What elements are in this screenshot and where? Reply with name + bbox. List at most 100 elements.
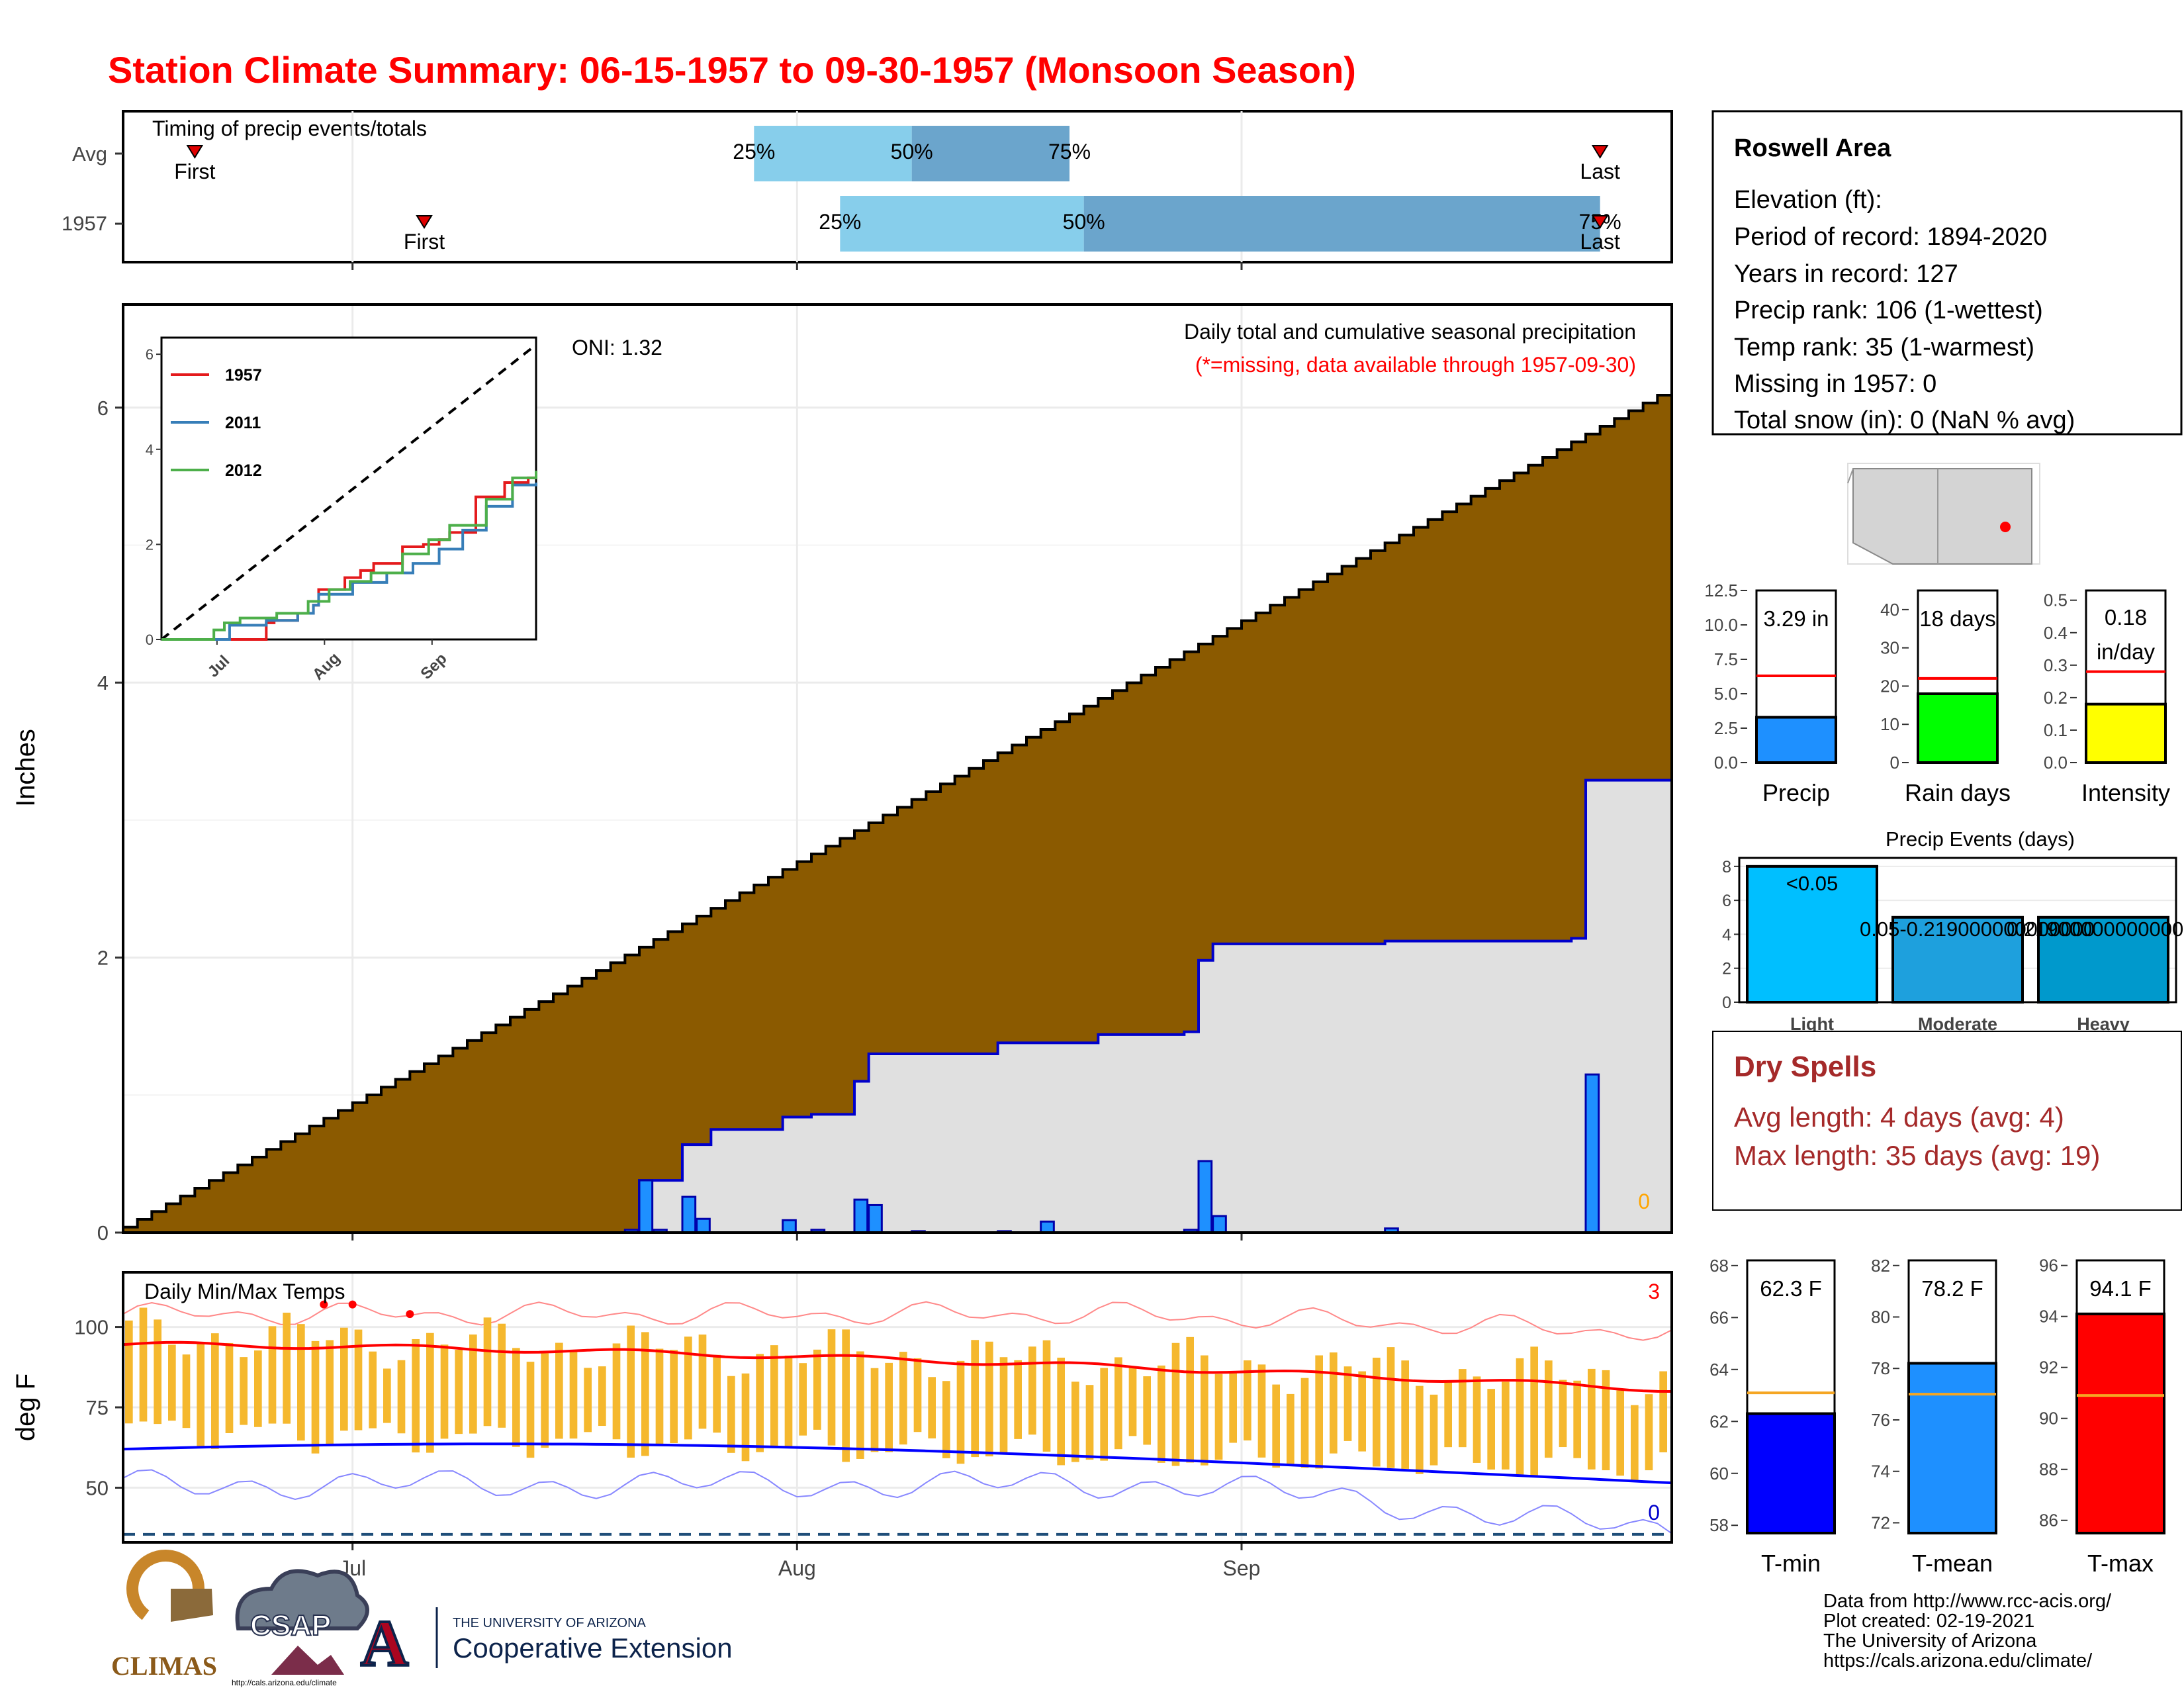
ua-a-icon: A [361, 1607, 408, 1680]
gauge-y-tick-label: 12.5 [1704, 581, 1738, 600]
station-line-0: Elevation (ft): [1734, 186, 1882, 214]
last-marker-icon [1591, 145, 1609, 159]
daily-temp-bar [383, 1368, 391, 1423]
precip-events-bar [2037, 915, 2169, 1004]
gauge-value-label: 62.3 F [1760, 1276, 1822, 1301]
daily-temp-bar [1516, 1358, 1524, 1476]
daily-temp-bar [842, 1329, 850, 1462]
daily-temp-bar [985, 1341, 993, 1457]
daily-temp-bar [684, 1336, 692, 1440]
map-newmexico-shape [1937, 468, 2032, 565]
station-line-2: Years in record: 127 [1734, 260, 1958, 288]
daily-temp-bar [469, 1334, 477, 1434]
inset-y-tick-label: 6 [146, 346, 154, 363]
daily-temp-bar [1530, 1346, 1538, 1476]
daily-temp-bar [885, 1362, 893, 1452]
station-location-dot [2000, 522, 2011, 532]
inset-legend-label: 1957 [225, 366, 262, 385]
precip-y-tick-label: 4 [97, 671, 109, 694]
gauge-y-tick-label: 80 [1871, 1307, 1890, 1327]
ua-line-2: Cooperative Extension [453, 1632, 733, 1664]
timing-panel: Timing of precip events/totals Avg 1957 … [62, 110, 1673, 270]
station-line-6: Total snow (in): 0 (NaN % avg) [1734, 406, 2075, 434]
climas-logo-text: CLIMAS [111, 1651, 217, 1681]
daily-temp-bar [354, 1329, 363, 1430]
gauge-value-bar [1917, 692, 1999, 764]
csap-url-text: http://cals.arizona.edu/climate [232, 1678, 337, 1687]
climas-logo: CLIMAS [111, 1550, 217, 1681]
gauge-value-bar [2075, 1312, 2165, 1535]
record-low-line [122, 1469, 1672, 1534]
station-name: Roswell Area [1734, 134, 1891, 162]
station-line-5: Missing in 1957: 0 [1734, 370, 1936, 398]
station-line-3: Precip rank: 106 (1-wettest) [1734, 297, 2043, 324]
daily-precip-bar [853, 1198, 869, 1234]
daily-temp-bar [426, 1333, 434, 1453]
daily-temp-bar [1602, 1370, 1610, 1471]
precip-subtitle: Daily total and cumulative seasonal prec… [1184, 320, 1636, 344]
footer-line-2: The University of Arizona [1823, 1630, 2037, 1652]
daily-temp-bar [1502, 1382, 1510, 1470]
gauge-y-tick-label: 58 [1709, 1515, 1729, 1535]
daily-temp-bar [498, 1323, 506, 1428]
missing-count: 0 [1638, 1190, 1650, 1213]
daily-temp-bar [770, 1345, 778, 1448]
precip-events-y-tick-label: 6 [1722, 892, 1731, 910]
climas-leaf-icon [171, 1589, 213, 1622]
last-marker-label: Last [1580, 230, 1620, 254]
avg-max-temp-line [122, 1340, 1672, 1393]
cumulative-1957-line [123, 778, 1672, 1234]
daily-precip-bar [696, 1217, 711, 1234]
daily-precip-bar [1040, 1220, 1055, 1234]
ua-line-1: THE UNIVERSITY OF ARIZONA [453, 1616, 647, 1630]
gauge-name-label: Intensity [2081, 779, 2170, 806]
timing-p25-label: 25% [819, 210, 861, 234]
gauge-name-label: Precip [1762, 779, 1830, 806]
daily-temp-bar [584, 1368, 592, 1432]
timing-row-avg-label: Avg [72, 142, 107, 165]
daily-temp-bar [125, 1320, 133, 1424]
daily-temp-bar [1158, 1365, 1165, 1463]
daily-temp-bar [1085, 1385, 1094, 1460]
intensity-gauge: 0.0 0.1 0.2 0.3 0.4 0.5 0.18 in/day Intensity [2044, 589, 2170, 806]
daily-temp-bar [268, 1326, 277, 1424]
daily-temp-bar [1100, 1368, 1108, 1461]
temp-y-tick-label: 75 [86, 1396, 109, 1419]
gauge-y-tick-label: 88 [2039, 1460, 2058, 1479]
daily-temp-bar [1171, 1342, 1180, 1466]
daily-temp-bar [1300, 1378, 1309, 1468]
daily-temp-bar [1416, 1385, 1424, 1474]
temp-y-axis-label: deg F [11, 1374, 40, 1441]
gauge-value-bar [1755, 716, 1837, 764]
daily-temp-bar [1115, 1357, 1122, 1450]
daily-temp-bar [1387, 1347, 1395, 1468]
daily-temp-bar [1545, 1360, 1553, 1458]
daily-temp-bar [154, 1319, 161, 1425]
gauge-name-label: T-mean [1912, 1550, 1993, 1577]
oni-label: ONI: 1.32 [572, 336, 662, 359]
last-marker-label: Last [1580, 160, 1620, 183]
csap-cloud-icon [235, 1569, 369, 1630]
dry-spells-avg: Avg length: 4 days (avg: 4) [1734, 1102, 2064, 1133]
daily-temp-bar [827, 1329, 836, 1446]
temp-x-tick-label: Sep [1223, 1556, 1261, 1580]
gauge-y-tick-label: 96 [2039, 1256, 2058, 1276]
last-marker-icon [1591, 215, 1609, 229]
daily-temp-bar [627, 1325, 635, 1458]
record-high-marker [320, 1300, 328, 1309]
gauge-y-tick-label: 66 [1709, 1307, 1729, 1327]
timing-row-year-label: 1957 [62, 212, 107, 235]
daily-temp-bar [1143, 1376, 1151, 1445]
cumulative-1957-area [123, 780, 1672, 1233]
missing-note: (*=missing, data available through 1957-… [1195, 353, 1636, 377]
daily-temp-bar [1631, 1405, 1639, 1482]
precip-y-tick-label: 0 [97, 1221, 109, 1244]
timing-p50-label: 50% [1063, 210, 1105, 234]
precip-events-title: Precip Events (days) [1886, 827, 2075, 851]
daily-temp-bar [1373, 1358, 1381, 1467]
record-high-marker [406, 1310, 414, 1319]
daily-temp-bar [913, 1358, 922, 1432]
footer-line-3: https://cals.arizona.edu/climate/ [1823, 1650, 2093, 1671]
temp-panel-label: Daily Min/Max Temps [144, 1280, 345, 1303]
